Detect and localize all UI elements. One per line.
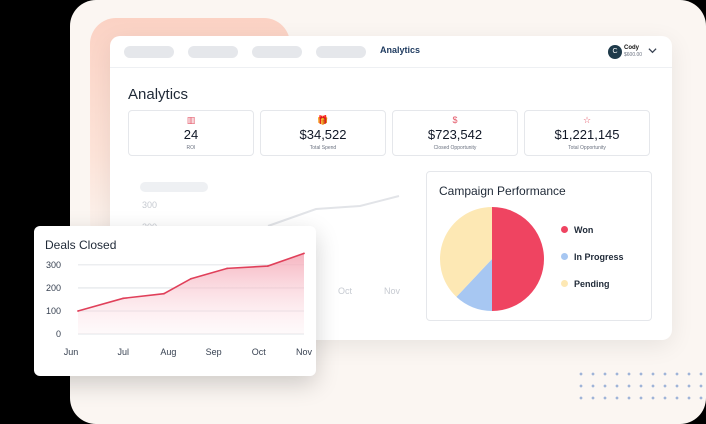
deals-area-fill [78, 253, 304, 334]
nav-link-analytics[interactable]: Analytics [380, 45, 421, 55]
deals-title: Deals Closed [45, 238, 117, 252]
y-tick-label: 300 [46, 260, 61, 270]
campaign-pie-chart [440, 207, 544, 311]
chart-title-placeholder [140, 182, 208, 192]
stat-card-total-opportunity[interactable]: ☆ $1,221,145 Total Opportunity [524, 110, 650, 156]
stat-label: Closed Opportunity [433, 145, 477, 151]
x-tick-label: Oct [338, 286, 353, 296]
x-tick-label: Jul [117, 347, 129, 357]
user-name: Cody [624, 45, 639, 51]
deals-area-chart: 0 100 200 300 Jun Jul Aug Sep Oct Nov [46, 252, 313, 357]
x-tick-label: Nov [296, 347, 313, 357]
y-tick-label: 0 [56, 329, 61, 339]
legend-label: Pending [574, 279, 610, 289]
campaign-performance-card: Campaign Performance Won In Progress Pen… [426, 171, 652, 321]
x-tick-label: Jun [64, 347, 79, 357]
stat-label: Total Opportunity [568, 145, 606, 151]
chart-bars-icon: ▥ [186, 115, 196, 125]
nav-placeholder-2[interactable] [188, 46, 238, 58]
gift-icon: 🎁 [317, 115, 329, 125]
pie-slice-in-progress [456, 259, 492, 311]
campaign-title: Campaign Performance [439, 184, 566, 198]
deals-point [226, 267, 229, 270]
legend-label: In Progress [574, 252, 624, 262]
chevron-down-icon[interactable] [648, 46, 657, 55]
deals-closed-card: Deals Closed 0 100 200 300 Jun Jul Aug Sep Oct No… [34, 226, 316, 376]
avatar[interactable]: C [608, 45, 622, 59]
user-balance: $600.00 [624, 52, 643, 58]
deals-point [122, 297, 125, 300]
legend-label: Won [574, 225, 594, 235]
deals-point [266, 265, 269, 267]
deals-point [303, 252, 305, 255]
legend-dot-won [561, 226, 568, 234]
stat-value: 24 [183, 127, 199, 142]
background-series-line [267, 195, 400, 227]
y-tick-label: 100 [46, 306, 61, 316]
stat-card-closed-opportunity[interactable]: $ $723,542 Closed Opportunity [392, 110, 518, 156]
stat-label: Total Spend [309, 145, 337, 151]
nav-placeholder-1[interactable] [124, 46, 174, 58]
stat-value: $1,221,145 [554, 127, 620, 142]
pie-slice-pending [440, 207, 492, 297]
x-tick-label: Nov [384, 286, 401, 296]
x-tick-label: Oct [252, 347, 267, 357]
top-nav: Analytics C Cody $600.00 [110, 36, 672, 68]
x-tick-label: Sep [206, 347, 222, 357]
nav-placeholder-4[interactable] [316, 46, 366, 58]
stat-value: $34,522 [299, 127, 347, 142]
legend-in-progress: In Progress [561, 252, 624, 262]
decorative-dot-grid [575, 368, 706, 408]
y-tick-label: 200 [46, 283, 61, 293]
y-tick-label: 300 [142, 200, 158, 210]
legend-dot-in-progress [561, 253, 568, 261]
pie-slice-won [492, 207, 544, 311]
legend-dot-pending [561, 280, 568, 288]
star-icon: ☆ [582, 115, 592, 125]
dollar-icon: $ [452, 115, 458, 125]
stat-card-total-spend[interactable]: 🎁 $34,522 Total Spend [260, 110, 386, 156]
legend-pending: Pending [561, 279, 610, 289]
deals-point [190, 277, 192, 280]
stat-label: ROI [186, 145, 196, 151]
stat-card-roi[interactable]: ▥ 24 ROI [128, 110, 254, 156]
deals-point [162, 292, 165, 295]
nav-placeholder-3[interactable] [252, 46, 302, 58]
deals-point [77, 310, 79, 312]
page-title: Analytics [128, 86, 189, 103]
x-tick-label: Aug [160, 347, 176, 357]
legend-won: Won [561, 225, 593, 235]
stat-value: $723,542 [427, 127, 483, 142]
